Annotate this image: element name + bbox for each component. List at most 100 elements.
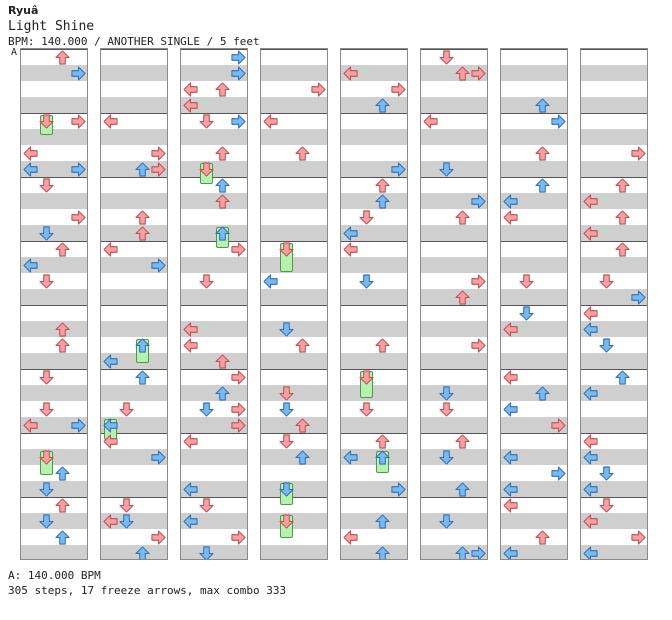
artist-label: Ryuâ [8, 4, 39, 17]
measure-line [341, 177, 407, 178]
measure-line [261, 49, 327, 50]
measure-line [181, 305, 247, 306]
right-arrow-icon [471, 66, 486, 81]
down-arrow-icon [439, 162, 454, 177]
right-arrow-icon [471, 546, 486, 559]
down-arrow-icon [599, 338, 614, 353]
down-arrow-icon [199, 402, 214, 417]
chart-column-6 [420, 48, 488, 560]
measure-line [101, 177, 167, 178]
down-arrow-icon [359, 402, 374, 417]
left-arrow-icon [183, 482, 198, 497]
down-arrow-icon [519, 306, 534, 321]
left-arrow-icon [23, 146, 38, 161]
right-arrow-icon [551, 418, 566, 433]
left-arrow-icon [183, 98, 198, 113]
measure-line [341, 497, 407, 498]
down-arrow-icon [39, 450, 54, 465]
down-arrow-icon [439, 50, 454, 65]
right-arrow-icon [311, 82, 326, 97]
measure-line [581, 433, 647, 434]
measure-line [261, 177, 327, 178]
up-arrow-icon [455, 66, 470, 81]
down-arrow-icon [199, 274, 214, 289]
down-arrow-icon [119, 514, 134, 529]
bpm-marker: A [11, 47, 18, 58]
measure-line [581, 241, 647, 242]
right-arrow-icon [551, 466, 566, 481]
down-arrow-icon [199, 114, 214, 129]
left-arrow-icon [183, 82, 198, 97]
up-arrow-icon [295, 450, 310, 465]
measure-line [341, 433, 407, 434]
right-arrow-icon [471, 338, 486, 353]
down-arrow-icon [199, 498, 214, 513]
measure-line [421, 241, 487, 242]
right-arrow-icon [151, 258, 166, 273]
right-arrow-icon [71, 162, 86, 177]
left-arrow-icon [23, 418, 38, 433]
measure-line [501, 177, 567, 178]
left-arrow-icon [503, 450, 518, 465]
measure-line [581, 369, 647, 370]
up-arrow-icon [215, 194, 230, 209]
up-arrow-icon [215, 354, 230, 369]
up-arrow-icon [455, 290, 470, 305]
left-arrow-icon [503, 322, 518, 337]
down-arrow-icon [39, 402, 54, 417]
measure-line [101, 433, 167, 434]
chart-stats: 305 steps, 17 freeze arrows, max combo 3… [8, 584, 287, 597]
up-arrow-icon [215, 178, 230, 193]
right-arrow-icon [231, 402, 246, 417]
measure-line [501, 113, 567, 114]
down-arrow-icon [599, 498, 614, 513]
measure-line [181, 241, 247, 242]
measure-line [181, 177, 247, 178]
down-arrow-icon [39, 274, 54, 289]
up-arrow-icon [55, 322, 70, 337]
measure-line [501, 49, 567, 50]
down-arrow-icon [439, 402, 454, 417]
chart-info: BPM: 140.000 / ANOTHER SINGLE / 5 feet [8, 35, 260, 48]
up-arrow-icon [535, 98, 550, 113]
measure-line [581, 305, 647, 306]
down-arrow-icon [279, 482, 294, 497]
up-arrow-icon [535, 178, 550, 193]
up-arrow-icon [375, 338, 390, 353]
left-arrow-icon [263, 274, 278, 289]
measure-line [421, 369, 487, 370]
down-arrow-icon [439, 450, 454, 465]
up-arrow-icon [295, 146, 310, 161]
right-arrow-icon [231, 530, 246, 545]
measure-line [101, 497, 167, 498]
right-arrow-icon [391, 482, 406, 497]
left-arrow-icon [583, 386, 598, 401]
left-arrow-icon [343, 66, 358, 81]
right-arrow-icon [71, 114, 86, 129]
left-arrow-icon [503, 482, 518, 497]
down-arrow-icon [119, 402, 134, 417]
down-arrow-icon [279, 386, 294, 401]
up-arrow-icon [55, 498, 70, 513]
chart-column-2 [100, 48, 168, 560]
left-arrow-icon [23, 162, 38, 177]
left-arrow-icon [103, 434, 118, 449]
down-arrow-icon [279, 242, 294, 257]
left-arrow-icon [583, 306, 598, 321]
left-arrow-icon [503, 498, 518, 513]
up-arrow-icon [535, 530, 550, 545]
up-arrow-icon [55, 242, 70, 257]
measure-line [21, 369, 87, 370]
up-arrow-icon [295, 418, 310, 433]
right-arrow-icon [231, 114, 246, 129]
up-arrow-icon [375, 434, 390, 449]
right-arrow-icon [551, 114, 566, 129]
measure-line [21, 305, 87, 306]
down-arrow-icon [439, 514, 454, 529]
right-arrow-icon [231, 66, 246, 81]
left-arrow-icon [183, 434, 198, 449]
left-arrow-icon [583, 226, 598, 241]
right-arrow-icon [231, 242, 246, 257]
measure-line [181, 369, 247, 370]
measure-line [261, 433, 327, 434]
